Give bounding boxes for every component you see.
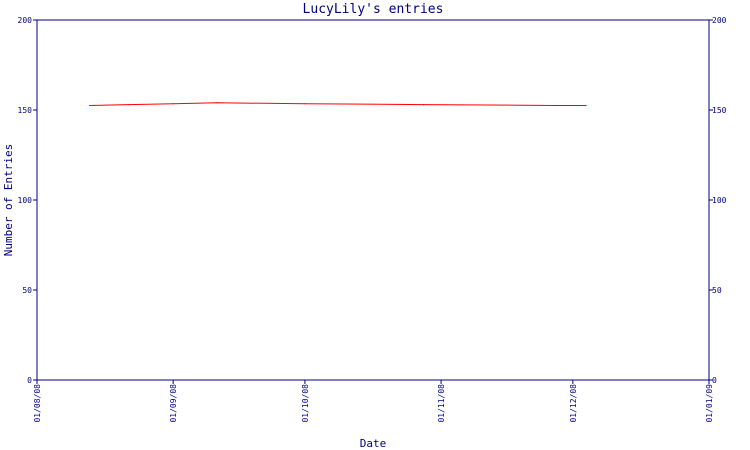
x-tick-label: 01/12/08 [569, 384, 578, 423]
y-tick-label-left: 0 [27, 376, 32, 385]
series-line [89, 102, 586, 106]
x-tick-label: 01/09/08 [169, 384, 178, 423]
y-tick-label-right: 50 [712, 286, 722, 295]
data-point [422, 104, 425, 106]
data-point [128, 104, 130, 106]
y-axis-label: Number of Entries [2, 144, 15, 257]
y-tick-label-left: 100 [18, 196, 33, 205]
y-tick-label-right: 100 [712, 196, 727, 205]
y-tick-label-right: 200 [712, 16, 727, 25]
x-axis-label: Date [360, 437, 387, 450]
plot-area: 0 0 50 50 100 100 150 150 200 200 01/08/08 01/09/08… [18, 16, 727, 423]
x-tick-label: 01/08/08 [33, 384, 42, 423]
x-tick-label: 01/10/08 [301, 384, 310, 423]
y-tick-label-left: 200 [18, 16, 33, 25]
chart-title: LucyLily's entries [303, 2, 444, 17]
data-point [585, 104, 587, 107]
data-point [89, 104, 91, 107]
x-tick-label: 01/01/09 [705, 384, 714, 423]
y-tick-label-left: 50 [22, 286, 32, 295]
y-tick-label-right: 150 [712, 106, 727, 115]
data-point [172, 103, 174, 105]
x-tick-label: 01/11/08 [437, 384, 446, 423]
data-point [216, 102, 218, 104]
plot-frame [36, 19, 710, 381]
data-point [554, 104, 556, 107]
y-tick-label-right: 0 [712, 376, 717, 385]
data-point [304, 103, 306, 105]
y-tick-label-left: 150 [18, 106, 33, 115]
